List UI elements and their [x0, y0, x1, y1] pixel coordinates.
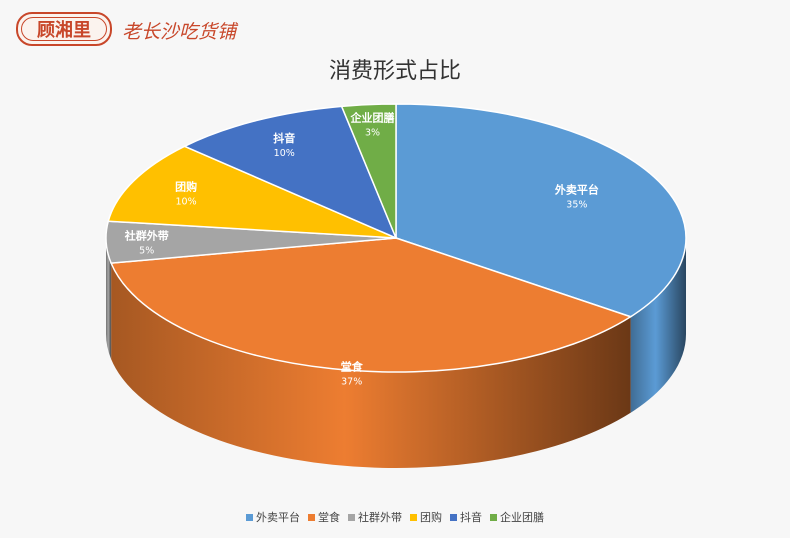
- slice-label-name-1: 堂食: [341, 360, 364, 374]
- logo-badge: 顾湘里: [16, 12, 112, 46]
- legend-item-3: 团购: [410, 509, 442, 525]
- pie-side-walls: [106, 238, 686, 469]
- pie-top: [105, 103, 687, 373]
- slice-label-value-2: 5%: [139, 246, 154, 257]
- legend-swatch-0: [246, 513, 253, 521]
- logo-tagline: 老长沙吃货铺: [122, 21, 237, 43]
- legend-label-1: 堂食: [318, 511, 340, 524]
- slice-label-name-4: 抖音: [273, 131, 295, 145]
- slice-label-name-2: 社群外带: [124, 229, 169, 243]
- pie-slice-5: [340, 103, 397, 239]
- legend-item-4: 抖音: [450, 509, 482, 525]
- slice-label-name-3: 团购: [175, 179, 197, 193]
- pie-labels: 外卖平台 35% 堂食 37% 社群外带 5% 团购 10% 抖音 10% 企业团膳 3%: [124, 110, 599, 387]
- legend-label-5: 企业团膳: [500, 511, 544, 524]
- legend-item-1: 堂食: [308, 509, 340, 525]
- pie-slice-1: [110, 237, 633, 373]
- legend-label-2: 社群外带: [358, 511, 402, 524]
- legend-item-2: 社群外带: [348, 509, 402, 525]
- legend-label-3: 团购: [420, 511, 442, 524]
- legend-swatch-5: [490, 513, 497, 521]
- legend-swatch-2: [348, 513, 355, 521]
- brand-logo: 顾湘里 老长沙吃货铺: [10, 8, 260, 50]
- slice-label-value-0: 35%: [566, 199, 587, 210]
- pie-slice-0: [395, 103, 687, 318]
- chart-legend: 外卖平台 堂食 社群外带 团购 抖音 企业团膳: [0, 509, 790, 525]
- slice-label-value-1: 37%: [341, 377, 362, 388]
- slice-label-name-5: 企业团膳: [350, 110, 395, 124]
- legend-swatch-1: [308, 513, 315, 521]
- legend-item-0: 外卖平台: [246, 509, 300, 525]
- legend-label-0: 外卖平台: [256, 511, 300, 524]
- pie-side-2: [106, 238, 112, 360]
- chart-title: 消费形式占比: [328, 59, 461, 84]
- slice-label-name-0: 外卖平台: [554, 182, 599, 196]
- slice-label-value-5: 3%: [365, 127, 380, 138]
- slice-label-value-3: 10%: [176, 196, 197, 207]
- pie-side-1: [111, 263, 631, 469]
- pie-slice-3: [107, 145, 397, 239]
- legend-swatch-3: [410, 513, 417, 521]
- pie-side-0: [630, 238, 686, 413]
- legend-swatch-4: [450, 513, 457, 521]
- legend-label-4: 抖音: [460, 511, 482, 524]
- slice-label-value-4: 10%: [274, 148, 295, 159]
- legend-item-5: 企业团膳: [490, 509, 544, 525]
- pie-slice-4: [182, 105, 398, 240]
